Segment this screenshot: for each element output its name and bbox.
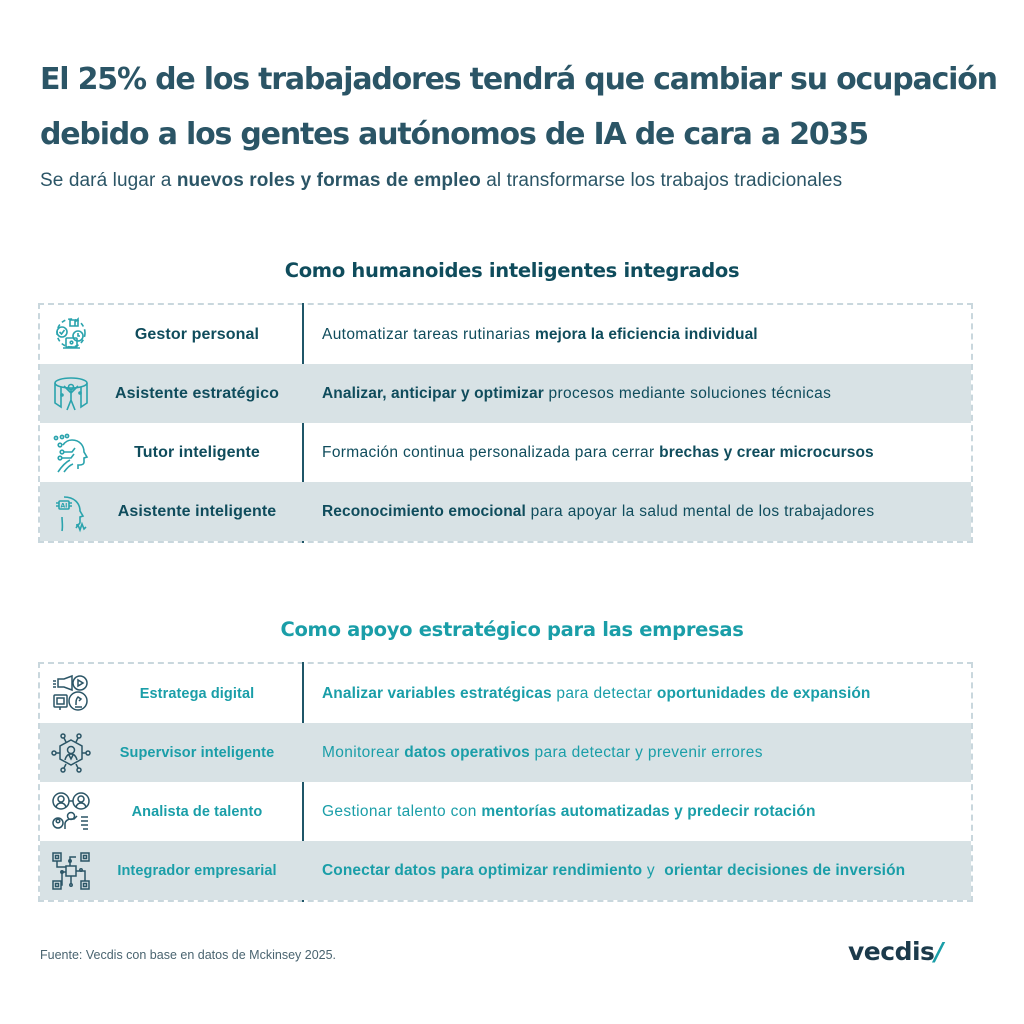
strategy-person-icon [50, 373, 92, 415]
table-row: Integrador empresarial Conectar datos pa… [40, 841, 971, 900]
desc-highlight: Analizar variables estratégicas [322, 684, 552, 702]
circuit-integration-icon [50, 850, 92, 892]
role-label: Integrador empresarial [117, 862, 277, 879]
desc-text: y [642, 861, 665, 879]
desc-highlight: orientar decisiones de inversión [664, 861, 906, 879]
desc-text: Gestionar talento con [322, 802, 482, 820]
ai-head-circuit-icon [50, 432, 92, 474]
role-label: Estratega digital [139, 685, 255, 702]
role-description: Reconocimiento emocional para apoyar la … [302, 503, 874, 521]
role-label: Analista de talento [131, 803, 263, 820]
desc-highlight: Conectar datos para optimizar rendimient… [322, 861, 643, 879]
digital-strategy-icon [50, 673, 92, 715]
page-subtitle: Se dará lugar a nuevos roles y formas de… [40, 170, 1000, 192]
logo-wordmark: vecdis [848, 937, 935, 966]
table-row: AI Asistente inteligente Reconocimiento … [40, 482, 971, 541]
network-supervisor-icon [50, 732, 92, 774]
section1-heading: Como humanoides inteligentes integrados [284, 259, 740, 282]
desc-text: para detectar y prevenir errores [529, 743, 763, 761]
talent-analysis-icon [50, 791, 92, 833]
section2-table: Estratega digital Analizar variables est… [38, 662, 973, 902]
role-description: Gestionar talento con mentorías automati… [302, 803, 816, 821]
role-label: Supervisor inteligente [119, 744, 275, 761]
role-label: Asistente estratégico [115, 384, 279, 402]
section1-table: Gestor personal Automatizar tareas rutin… [38, 303, 973, 543]
role-description: Conectar datos para optimizar rendimient… [302, 862, 905, 880]
brand-logo: vecdis/ [848, 937, 944, 966]
table-row: Tutor inteligente Formación continua per… [40, 423, 971, 482]
subtitle-text: Se dará lugar a [40, 170, 177, 191]
role-description: Automatizar tareas rutinarias mejora la … [302, 326, 758, 344]
desc-highlight: oportunidades de expansión [656, 684, 871, 702]
logo-slash-mark: / [934, 937, 944, 966]
role-description: Analizar, anticipar y optimizar procesos… [302, 385, 831, 403]
desc-highlight: datos operativos [404, 743, 530, 761]
role-description: Analizar variables estratégicas para det… [302, 685, 871, 703]
table-row: Asistente estratégico Analizar, anticipa… [40, 364, 971, 423]
desc-highlight: mentorías automatizadas y predecir rotac… [481, 802, 816, 820]
desc-highlight: Reconocimiento emocional [322, 502, 526, 520]
desc-text: procesos mediante soluciones técnicas [543, 384, 832, 402]
column-divider [302, 303, 304, 543]
desc-text: Monitorear [322, 743, 405, 761]
role-label: Tutor inteligente [134, 443, 260, 461]
page-title: El 25% de los trabajadores tendrá que ca… [40, 62, 998, 152]
ai-voice-head-icon: AI [50, 491, 92, 533]
role-description: Formación continua personalizada para ce… [302, 444, 874, 462]
section2-heading: Como apoyo estratégico para las empresas [280, 618, 744, 641]
role-label: Gestor personal [134, 325, 260, 343]
table-row: Gestor personal Automatizar tareas rutin… [40, 305, 971, 364]
desc-highlight: Analizar, anticipar y optimizar [322, 384, 544, 402]
desc-highlight: brechas y crear microcursos [659, 443, 874, 461]
desc-text: para detectar [551, 684, 657, 702]
column-divider [302, 662, 304, 902]
desc-highlight: mejora la eficiencia individual [534, 325, 758, 343]
desc-text: Automatizar tareas rutinarias [322, 325, 535, 343]
svg-text:AI: AI [61, 502, 68, 509]
subtitle-text-end: al transformarse los trabajos tradiciona… [480, 170, 843, 191]
table-row: Analista de talento Gestionar talento co… [40, 782, 971, 841]
desc-text: Formación continua personalizada para ce… [322, 443, 660, 461]
role-label: Asistente inteligente [117, 502, 277, 520]
table-row: Estratega digital Analizar variables est… [40, 664, 971, 723]
table-row: Supervisor inteligente Monitorear datos … [40, 723, 971, 782]
source-note: Fuente: Vecdis con base en datos de Mcki… [40, 948, 337, 962]
subtitle-highlight: nuevos roles y formas de empleo [176, 170, 481, 191]
productivity-icon [50, 314, 92, 356]
desc-text: para apoyar la salud mental de los traba… [525, 502, 875, 520]
role-description: Monitorear datos operativos para detecta… [302, 744, 763, 762]
